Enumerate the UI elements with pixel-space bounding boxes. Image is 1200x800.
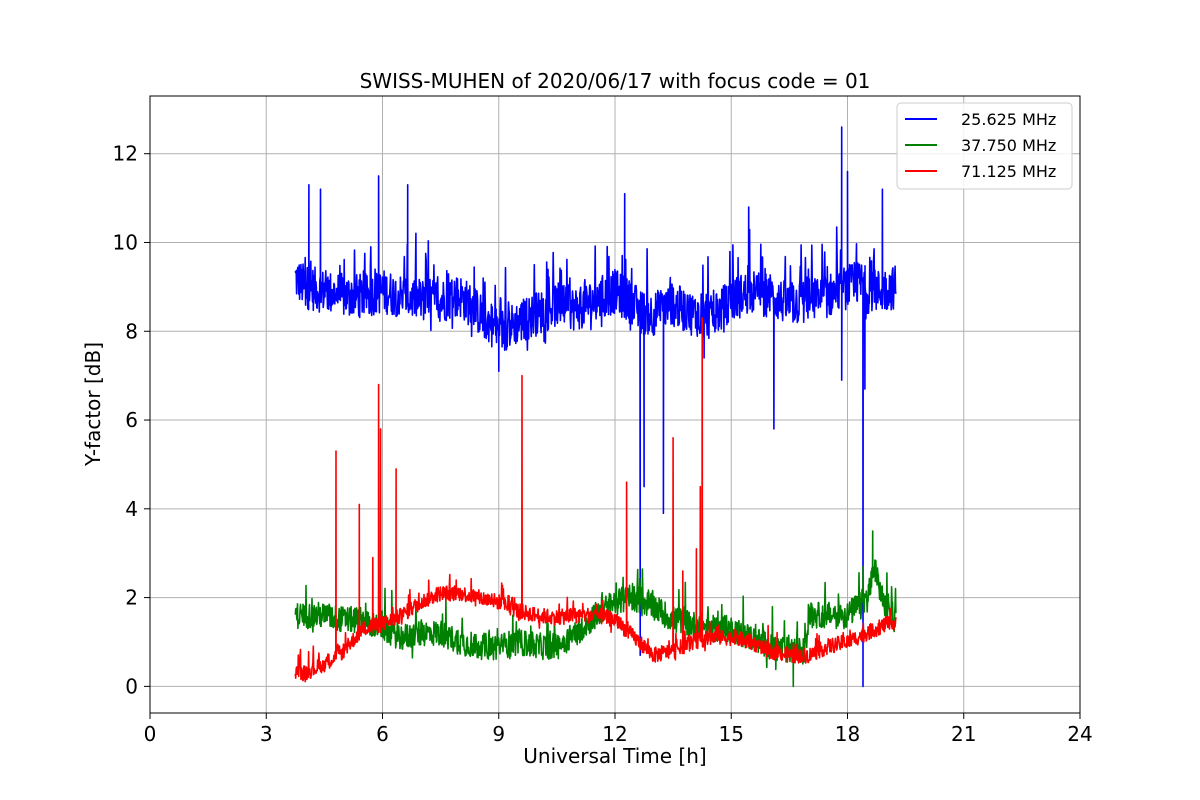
y-tick-label: 12 — [113, 142, 138, 166]
y-tick-label: 0 — [125, 674, 138, 698]
legend: 25.625 MHz 37.750 MHz 71.125 MHz — [896, 102, 1073, 190]
legend-label: 71.125 MHz — [961, 162, 1056, 181]
series-layer — [294, 126, 897, 688]
y-tick-label: 6 — [125, 408, 138, 432]
y-tick-label: 4 — [125, 497, 138, 521]
series-line-3 — [294, 317, 897, 683]
x-tick-label: 15 — [719, 722, 744, 746]
x-tick-label: 6 — [376, 722, 389, 746]
x-tick-label: 21 — [951, 722, 976, 746]
y-axis-title: Y-factor [dB] — [81, 342, 105, 467]
legend-label: 37.750 MHz — [961, 136, 1056, 155]
chart-title: SWISS-MUHEN of 2020/06/17 with focus cod… — [360, 69, 871, 93]
x-tick-label: 9 — [492, 722, 505, 746]
x-tick-label: 18 — [835, 722, 860, 746]
x-tick-label: 12 — [602, 722, 627, 746]
legend-label: 25.625 MHz — [961, 110, 1056, 129]
series-line-1 — [294, 126, 897, 688]
x-tick-label: 0 — [144, 722, 157, 746]
legend-box — [896, 102, 1073, 190]
y-tick-label: 2 — [125, 586, 138, 610]
y-tick-label: 10 — [113, 230, 138, 254]
x-axis-title: Universal Time [h] — [523, 744, 706, 768]
y-tick-label: 8 — [125, 319, 138, 343]
x-tick-label: 3 — [260, 722, 273, 746]
grid — [149, 96, 1081, 713]
x-tick-label: 24 — [1067, 722, 1092, 746]
